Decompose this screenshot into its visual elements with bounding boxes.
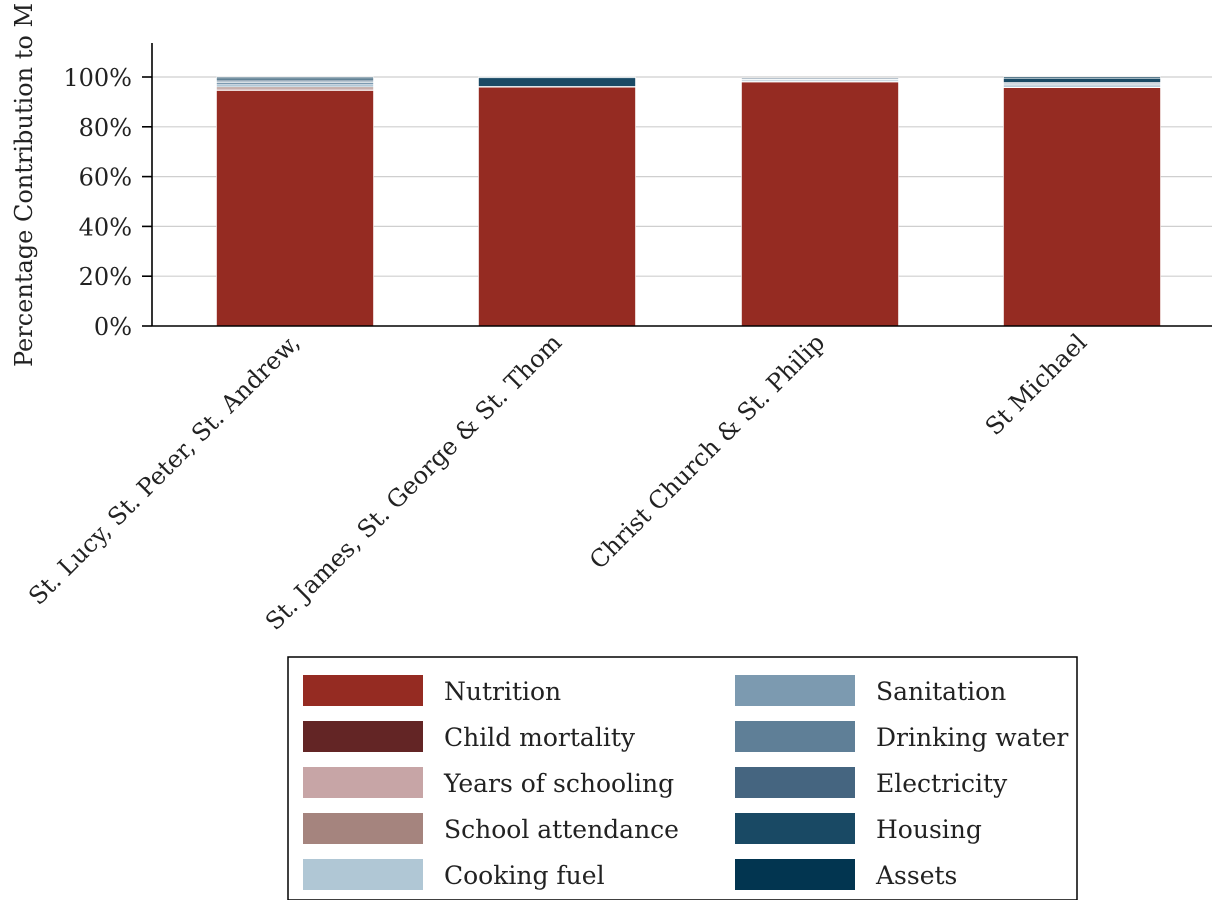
y-tick-label: 20% (79, 263, 132, 291)
y-tick-label: 0% (94, 313, 132, 341)
legend-label: Years of schooling (443, 769, 674, 798)
bar-segment (478, 76, 636, 79)
x-category-label: St Michael (980, 328, 1092, 440)
bar-segment (1003, 77, 1161, 83)
legend-item: Child mortality (303, 721, 636, 752)
legend-item: Sanitation (735, 675, 1006, 706)
y-tick-label: 100% (63, 64, 132, 92)
bar-segment (741, 81, 899, 327)
y-tick-label: 40% (79, 213, 132, 241)
legend-label: Housing (876, 815, 982, 844)
bar-segment (216, 90, 374, 327)
legend-label: School attendance (444, 815, 679, 844)
legend-swatch (303, 859, 423, 890)
legend-label: Child mortality (444, 723, 636, 752)
legend-swatch (303, 767, 423, 798)
bar-stack (216, 76, 374, 327)
bar-stack (741, 77, 899, 327)
legend-item: Assets (735, 859, 957, 890)
legend-label: Electricity (876, 769, 1008, 798)
legend-swatch (735, 859, 855, 890)
legend-item: Drinking water (735, 721, 1068, 752)
y-tick-label: 80% (79, 114, 132, 142)
legend: Nutrition Child mortality Years of schooli… (287, 656, 1078, 900)
legend-swatch (735, 721, 855, 752)
legend-label: Drinking water (876, 723, 1068, 752)
x-category-label: Christ Church & St. Philip (584, 328, 830, 574)
legend-swatch (303, 813, 423, 844)
x-category-labels: St. Lucy, St. Peter, St. Andrew,St. Jame… (23, 328, 1092, 636)
legend-swatch (735, 675, 855, 706)
y-axis-title: Percentage Contribution to M (10, 3, 38, 367)
y-tick-label: 60% (79, 164, 132, 192)
legend-item: Nutrition (303, 675, 561, 706)
bar-segment (478, 86, 636, 327)
legend-item: Years of schooling (303, 767, 674, 798)
bar-segment (741, 77, 899, 80)
y-tick-labels: 0% 20% 40% 60% 80% 100% (63, 64, 132, 341)
legend-item: Cooking fuel (303, 859, 605, 890)
bar-segment (216, 82, 374, 86)
legend-swatch (735, 813, 855, 844)
legend-swatch (303, 675, 423, 706)
legend-item: Housing (735, 813, 982, 844)
legend-swatch (735, 767, 855, 798)
axes (142, 43, 1212, 327)
legend-swatch (303, 721, 423, 752)
legend-label: Cooking fuel (444, 861, 605, 890)
bar-segment (1003, 76, 1161, 79)
bar-segment (216, 84, 374, 88)
bar-segment (216, 76, 374, 79)
legend-label: Nutrition (444, 677, 561, 706)
bar-segment (478, 77, 636, 87)
x-category-label: St. Lucy, St. Peter, St. Andrew, (23, 328, 305, 610)
legend-label: Sanitation (876, 677, 1006, 706)
legend-item: Electricity (735, 767, 1008, 798)
bar-segment (1003, 87, 1161, 327)
bar-stack (1003, 76, 1161, 327)
x-category-label: St. James, St. George & St. Thom (260, 328, 568, 636)
bars (216, 76, 1161, 327)
bar-stack (478, 76, 636, 327)
legend-item: School attendance (303, 813, 679, 844)
legend-label: Assets (875, 861, 957, 890)
